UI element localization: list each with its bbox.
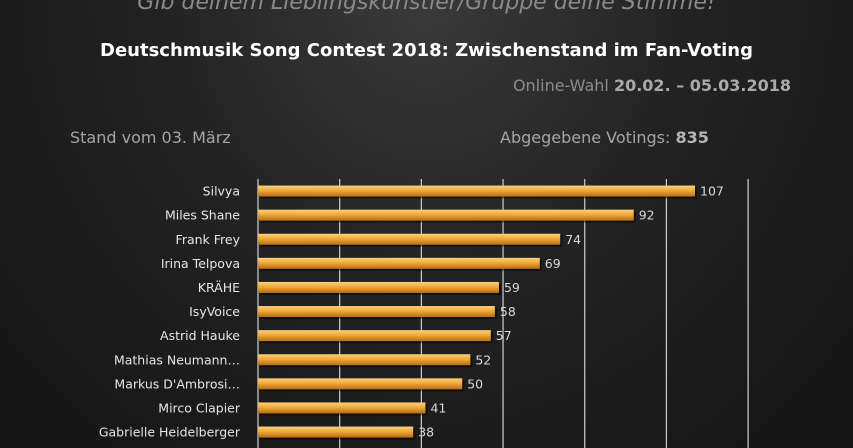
bar xyxy=(258,330,491,342)
bar xyxy=(258,281,499,293)
category-label: Astrid Hauke xyxy=(160,328,240,343)
bar xyxy=(258,378,463,390)
category-label: Frank Frey xyxy=(176,232,241,247)
votes-total: 835 xyxy=(675,128,709,147)
bar xyxy=(258,233,561,245)
bar xyxy=(258,185,695,197)
bar xyxy=(258,402,426,414)
bar xyxy=(258,426,414,438)
category-label: Irina Telpova xyxy=(161,256,240,271)
bar xyxy=(258,257,540,269)
value-label: 41 xyxy=(430,400,446,415)
category-label: Mathias Neumann… xyxy=(114,352,240,367)
category-label: Markus D'Ambrosi… xyxy=(114,376,240,391)
category-label: Miles Shane xyxy=(165,208,240,223)
votes-count: Abgegebene Votings: 835 xyxy=(500,128,709,147)
voting-period-prefix: Online-Wahl xyxy=(512,76,609,95)
bars xyxy=(258,185,697,440)
value-label: 50 xyxy=(467,376,483,391)
category-labels: Silvya Miles Shane Frank Frey Irina Telpova… xyxy=(99,184,241,440)
value-label: 59 xyxy=(504,280,520,295)
status-date: Stand vom 03. März xyxy=(70,128,231,147)
value-label: 57 xyxy=(496,328,512,343)
category-label: Mirco Clapier xyxy=(158,400,241,415)
category-label: IsyVoice xyxy=(189,304,240,319)
value-label: 92 xyxy=(639,208,655,223)
category-label: Gabrielle Heidelberger xyxy=(99,425,241,440)
voting-period-dates: 20.02. – 05.03.2018 xyxy=(613,76,791,95)
category-label: Silvya xyxy=(203,184,240,199)
value-label: 58 xyxy=(500,304,516,319)
voting-period: Online-Wahl 20.02. – 05.03.2018 xyxy=(513,76,791,95)
value-label: 74 xyxy=(565,232,581,247)
bar xyxy=(258,209,634,221)
votes-label: Abgegebene Votings: xyxy=(500,128,671,147)
value-label: 38 xyxy=(418,425,434,440)
bar xyxy=(258,306,495,318)
value-labels: 107 92 74 69 59 58 57 52 50 41 38 xyxy=(418,184,724,440)
tagline: Gib deinem Lieblingskünstler/Gruppe dein… xyxy=(137,0,716,15)
value-label: 69 xyxy=(545,256,561,271)
category-label: KRÄHE xyxy=(198,280,240,295)
bar xyxy=(258,354,471,366)
chart-title: Deutschmusik Song Contest 2018: Zwischen… xyxy=(100,40,753,61)
value-label: 107 xyxy=(700,184,724,199)
value-label: 52 xyxy=(475,352,491,367)
